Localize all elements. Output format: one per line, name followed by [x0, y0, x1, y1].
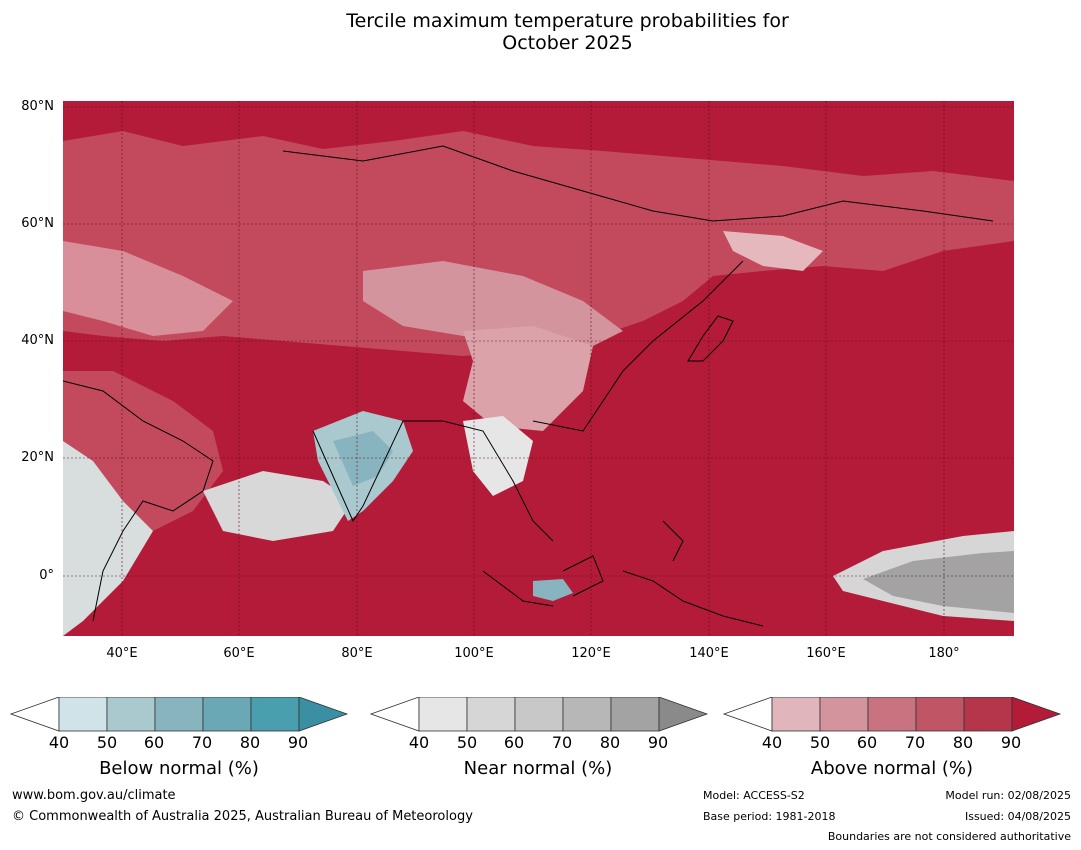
coastline-arabia-africa: [63, 380, 214, 622]
tick-label: 40: [48, 733, 70, 752]
colorbar-segment: [867, 697, 917, 732]
colorbar-segment: [915, 697, 965, 732]
land-northern-patch-light: [63, 241, 233, 336]
land-northern-eurasia: [63, 131, 1014, 356]
coastline-japan: [687, 315, 734, 362]
tick-label: 60: [503, 733, 525, 752]
colorbar-segment: [610, 697, 660, 732]
footer-issued: Issued: 04/08/2025: [964, 810, 1071, 823]
colorbar-below: [10, 697, 349, 732]
lon-label-180: 180°: [928, 646, 960, 661]
tick-label: 70: [191, 733, 213, 752]
footer-base-period: Base period: 1981-2018: [703, 810, 836, 823]
tick-label: 50: [809, 733, 831, 752]
graticule: [63, 101, 1014, 636]
lat-label-0: 0°: [39, 568, 54, 583]
colorbar-min-triangle: [723, 697, 773, 732]
map-title: Tercile maximum temperature probabilitie…: [0, 10, 1081, 54]
tick-label: 80: [952, 733, 974, 752]
lon-label-160e: 160°E: [806, 646, 846, 661]
colorbar-near: [370, 697, 709, 732]
land-central-asia-light: [363, 261, 623, 351]
lon-label-60e: 60°E: [223, 646, 255, 661]
colorbar-above-label: Above normal (%): [810, 758, 974, 779]
land-mongolia-light: [463, 326, 593, 431]
tick-label: 50: [96, 733, 118, 752]
tick-label: 40: [761, 733, 783, 752]
lon-label-80e: 80°E: [341, 646, 373, 661]
lat-label-80n: 80°N: [21, 99, 54, 114]
footer-website: www.bom.gov.au/climate: [12, 788, 176, 803]
colorbar-segment: [154, 697, 204, 732]
lat-label-20n: 20°N: [21, 450, 54, 465]
map-svg: [63, 101, 1014, 636]
lat-label-60n: 60°N: [21, 216, 54, 231]
colorbar-segment: [819, 697, 869, 732]
colorbar-max-triangle: [1011, 697, 1062, 732]
colorbar-segment: [202, 697, 252, 732]
colorbar-below-label: Below normal (%): [99, 758, 259, 779]
colorbar-segment: [514, 697, 564, 732]
tick-label: 80: [599, 733, 621, 752]
coastline-asia: [282, 145, 994, 542]
lon-label-40e: 40°E: [106, 646, 138, 661]
lon-label-100e: 100°E: [454, 646, 494, 661]
colorbar-segment: [250, 697, 300, 732]
colorbar-max-triangle: [658, 697, 709, 732]
colorbar-segment: [418, 697, 468, 732]
near-normal-pacific-core: [863, 551, 1014, 613]
lon-label-120e: 120°E: [571, 646, 611, 661]
title-line-1: Tercile maximum temperature probabilitie…: [346, 10, 789, 32]
tick-label: 60: [143, 733, 165, 752]
colorbar-near-label: Near normal (%): [463, 758, 613, 779]
land-africa-light: [63, 441, 153, 636]
colorbar-segment: [466, 697, 516, 732]
tick-label: 70: [904, 733, 926, 752]
tick-label: 70: [551, 733, 573, 752]
below-normal-borneo: [533, 579, 573, 601]
lon-label-140e: 140°E: [689, 646, 729, 661]
tick-label: 40: [408, 733, 430, 752]
colorbar-min-triangle: [10, 697, 60, 732]
tick-label: 60: [856, 733, 878, 752]
lat-label-40n: 40°N: [21, 333, 54, 348]
footer-disclaimer: Boundaries are not considered authoritat…: [827, 830, 1071, 843]
title-line-2: October 2025: [502, 32, 633, 54]
colorbar-segment: [106, 697, 156, 732]
footer-copyright: © Commonwealth of Australia 2025, Austra…: [12, 809, 473, 824]
colorbar-segment: [963, 697, 1013, 732]
tick-label: 50: [456, 733, 478, 752]
colorbar-segment: [58, 697, 108, 732]
tick-label: 90: [1000, 733, 1022, 752]
footer-model: Model: ACCESS-S2: [703, 789, 805, 802]
tick-label: 90: [287, 733, 309, 752]
below-normal-india-core: [333, 431, 393, 486]
land-east-asia-light: [723, 231, 823, 271]
coastline-indonesia: [482, 520, 764, 627]
colorbar-max-triangle: [298, 697, 349, 732]
tick-label: 90: [647, 733, 669, 752]
near-normal-arabian-sea: [203, 471, 353, 541]
tick-label: 80: [239, 733, 261, 752]
land-arabia: [63, 371, 223, 531]
colorbar-segment: [562, 697, 612, 732]
colorbar-above: [723, 697, 1062, 732]
footer-model-run: Model run: 02/08/2025: [945, 789, 1071, 802]
colorbar-min-triangle: [370, 697, 420, 732]
colorbar-segment: [771, 697, 821, 732]
probability-map: [63, 101, 1014, 636]
